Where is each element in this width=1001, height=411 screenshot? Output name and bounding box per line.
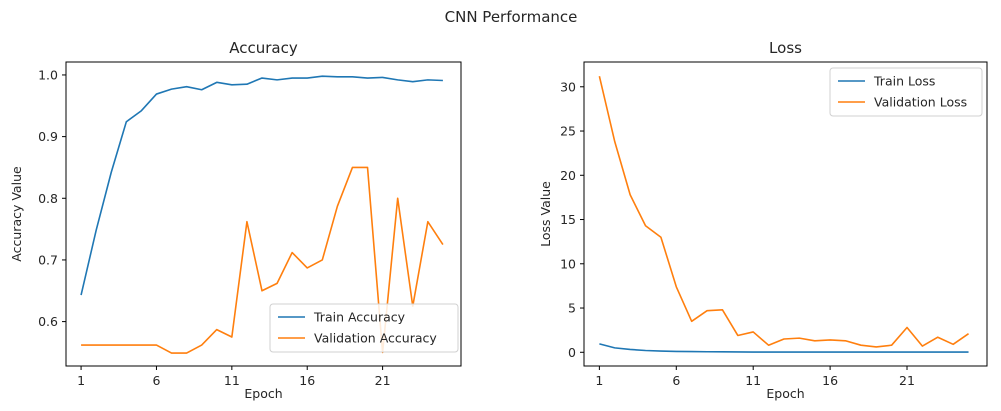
- accuracy-legend-box: [269, 303, 459, 353]
- accuracy-ytick-label: 0.8: [38, 191, 58, 206]
- loss-legend-label: Validation Loss: [874, 95, 967, 110]
- accuracy-ytick-label: 1.0: [38, 67, 58, 82]
- accuracy-series-train-accuracy: [80, 75, 443, 296]
- loss-title: Loss: [769, 39, 802, 57]
- accuracy-ytick-label: 0.7: [38, 252, 58, 267]
- accuracy-xtick-label: 16: [299, 373, 315, 388]
- accuracy-xlabel: Epoch: [244, 386, 282, 401]
- loss-xtick-label: 6: [672, 373, 680, 388]
- loss-axes-frame: [583, 61, 988, 367]
- accuracy-xtick-label: 1: [77, 373, 85, 388]
- loss-xtick-label: 16: [822, 373, 838, 388]
- loss-ytick-label: 10: [560, 256, 576, 271]
- accuracy-ylabel: Accuracy Value: [9, 166, 24, 262]
- loss-legend: Train Loss Validation Loss: [829, 67, 983, 117]
- loss-ytick-label: 20: [560, 168, 576, 183]
- loss-ytick-label: 5: [568, 301, 576, 316]
- accuracy-legend-label: Validation Accuracy: [314, 331, 437, 346]
- accuracy-legend: Train Accuracy Validation Accuracy: [269, 303, 459, 353]
- accuracy-title: Accuracy: [229, 39, 298, 57]
- accuracy-ytick-label: 0.6: [38, 314, 58, 329]
- accuracy-legend-label: Train Accuracy: [313, 310, 406, 325]
- accuracy-axes-frame: [65, 61, 462, 367]
- loss-ylabel: Loss Value: [538, 181, 553, 247]
- accuracy-xtick-label: 6: [152, 373, 160, 388]
- loss-xlabel: Epoch: [766, 386, 804, 401]
- loss-xtick-label: 21: [899, 373, 915, 388]
- accuracy-ytick-label: 0.9: [38, 129, 58, 144]
- accuracy-xtick-label: 21: [375, 373, 391, 388]
- figure-suptitle: CNN Performance: [445, 8, 578, 26]
- loss-ytick-label: 0: [568, 345, 576, 360]
- loss-legend-box: [829, 67, 983, 117]
- loss-series-validation-loss: [598, 75, 969, 348]
- loss-ytick-label: 25: [560, 124, 576, 139]
- loss-series-train-loss: [599, 343, 969, 353]
- loss-ytick-label: 30: [560, 79, 576, 94]
- accuracy-xtick-label: 11: [224, 373, 240, 388]
- loss-ytick-label: 15: [560, 212, 576, 227]
- loss-xtick-label: 11: [745, 373, 761, 388]
- loss-legend-label: Train Loss: [873, 74, 935, 89]
- loss-xtick-label: 1: [595, 373, 603, 388]
